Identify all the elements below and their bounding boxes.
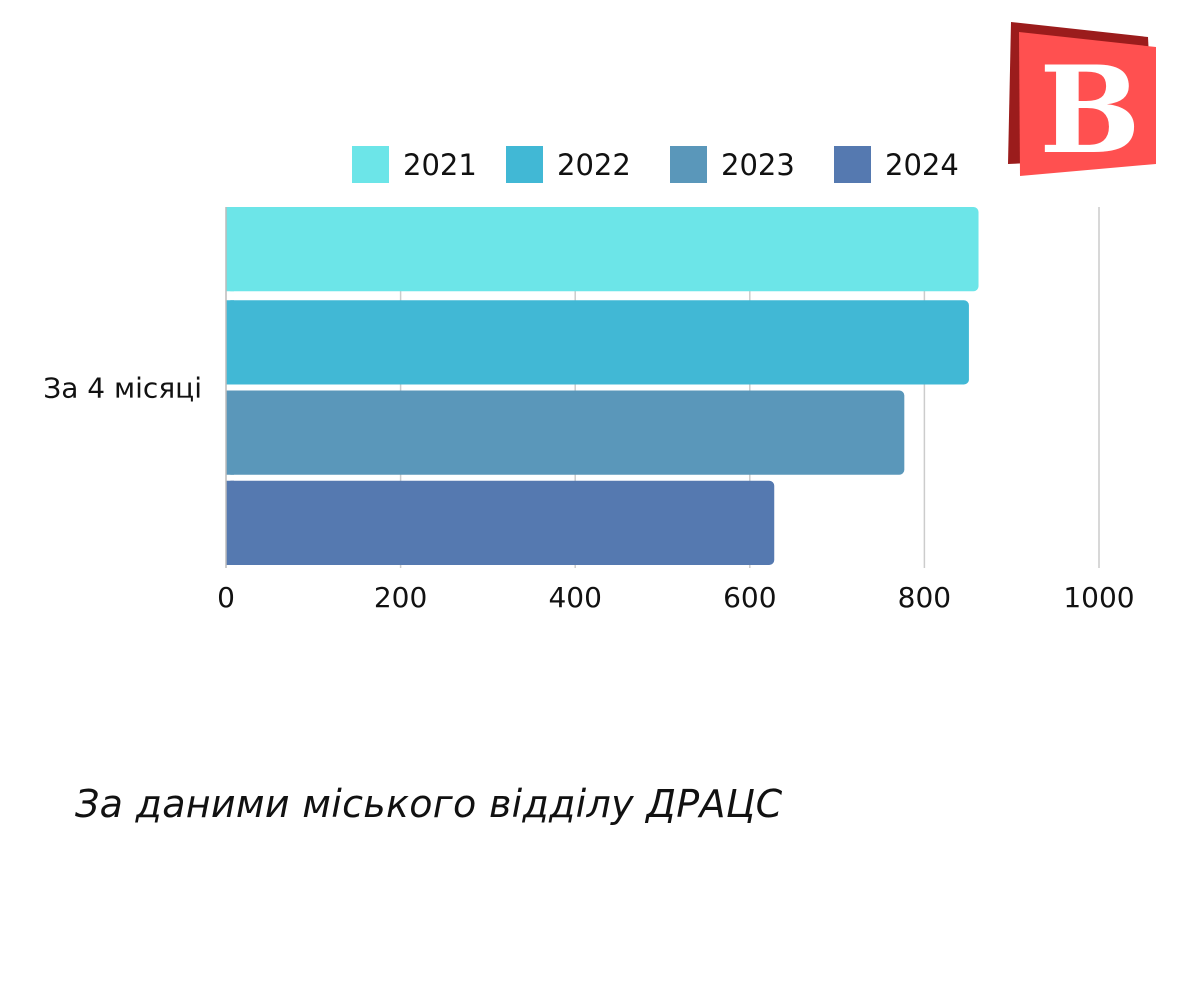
bar-series-2023 — [226, 390, 905, 475]
x-tick-label-800: 800 — [898, 581, 951, 614]
legend-label-2021: 2021 — [403, 148, 477, 182]
legend-label-2022: 2022 — [557, 148, 631, 182]
x-tick-label-600: 600 — [723, 581, 776, 614]
bar-2021 — [226, 207, 979, 292]
logo-badge — [1019, 32, 1156, 176]
site-logo: B — [1008, 22, 1160, 184]
legend-swatch-2022 — [506, 146, 543, 183]
bar-2024 — [226, 480, 775, 565]
legend-item-2021: 2021 — [352, 146, 477, 183]
x-tick-label-0: 0 — [217, 581, 235, 614]
logo-letter: B — [1039, 40, 1140, 180]
legend-swatch-2021 — [352, 146, 389, 183]
bar-2023-edge — [226, 390, 234, 475]
legend-label-2023: 2023 — [721, 148, 795, 182]
x-axis-ticks: 0 200 400 600 800 1000 — [217, 581, 1135, 614]
category-label: За 4 місяці — [43, 372, 202, 405]
source-note: За даними міського відділу ДРАЦС — [75, 782, 783, 826]
legend-swatch-2023 — [670, 146, 707, 183]
bar-series-2022 — [226, 300, 969, 385]
legend-item-2024: 2024 — [834, 146, 959, 183]
bar-2021-edge — [226, 207, 234, 292]
bar-2022-edge — [226, 300, 234, 385]
legend-label-2024: 2024 — [885, 148, 959, 182]
x-tick-label-1000: 1000 — [1063, 581, 1134, 614]
bars — [226, 207, 979, 565]
bar-2023 — [226, 390, 905, 475]
legend-item-2022: 2022 — [506, 146, 631, 183]
bar-2022 — [226, 300, 969, 385]
legend-swatch-2024 — [834, 146, 871, 183]
y-axis-categories: За 4 місяці — [43, 372, 202, 405]
bar-2024-edge — [226, 480, 234, 565]
legend-item-2023: 2023 — [670, 146, 795, 183]
x-tick-label-400: 400 — [548, 581, 601, 614]
bar-series-2024 — [226, 480, 775, 565]
x-tick-label-200: 200 — [374, 581, 427, 614]
bar-series-2021 — [226, 207, 979, 292]
legend: 2021 2022 2023 2024 — [352, 146, 959, 183]
